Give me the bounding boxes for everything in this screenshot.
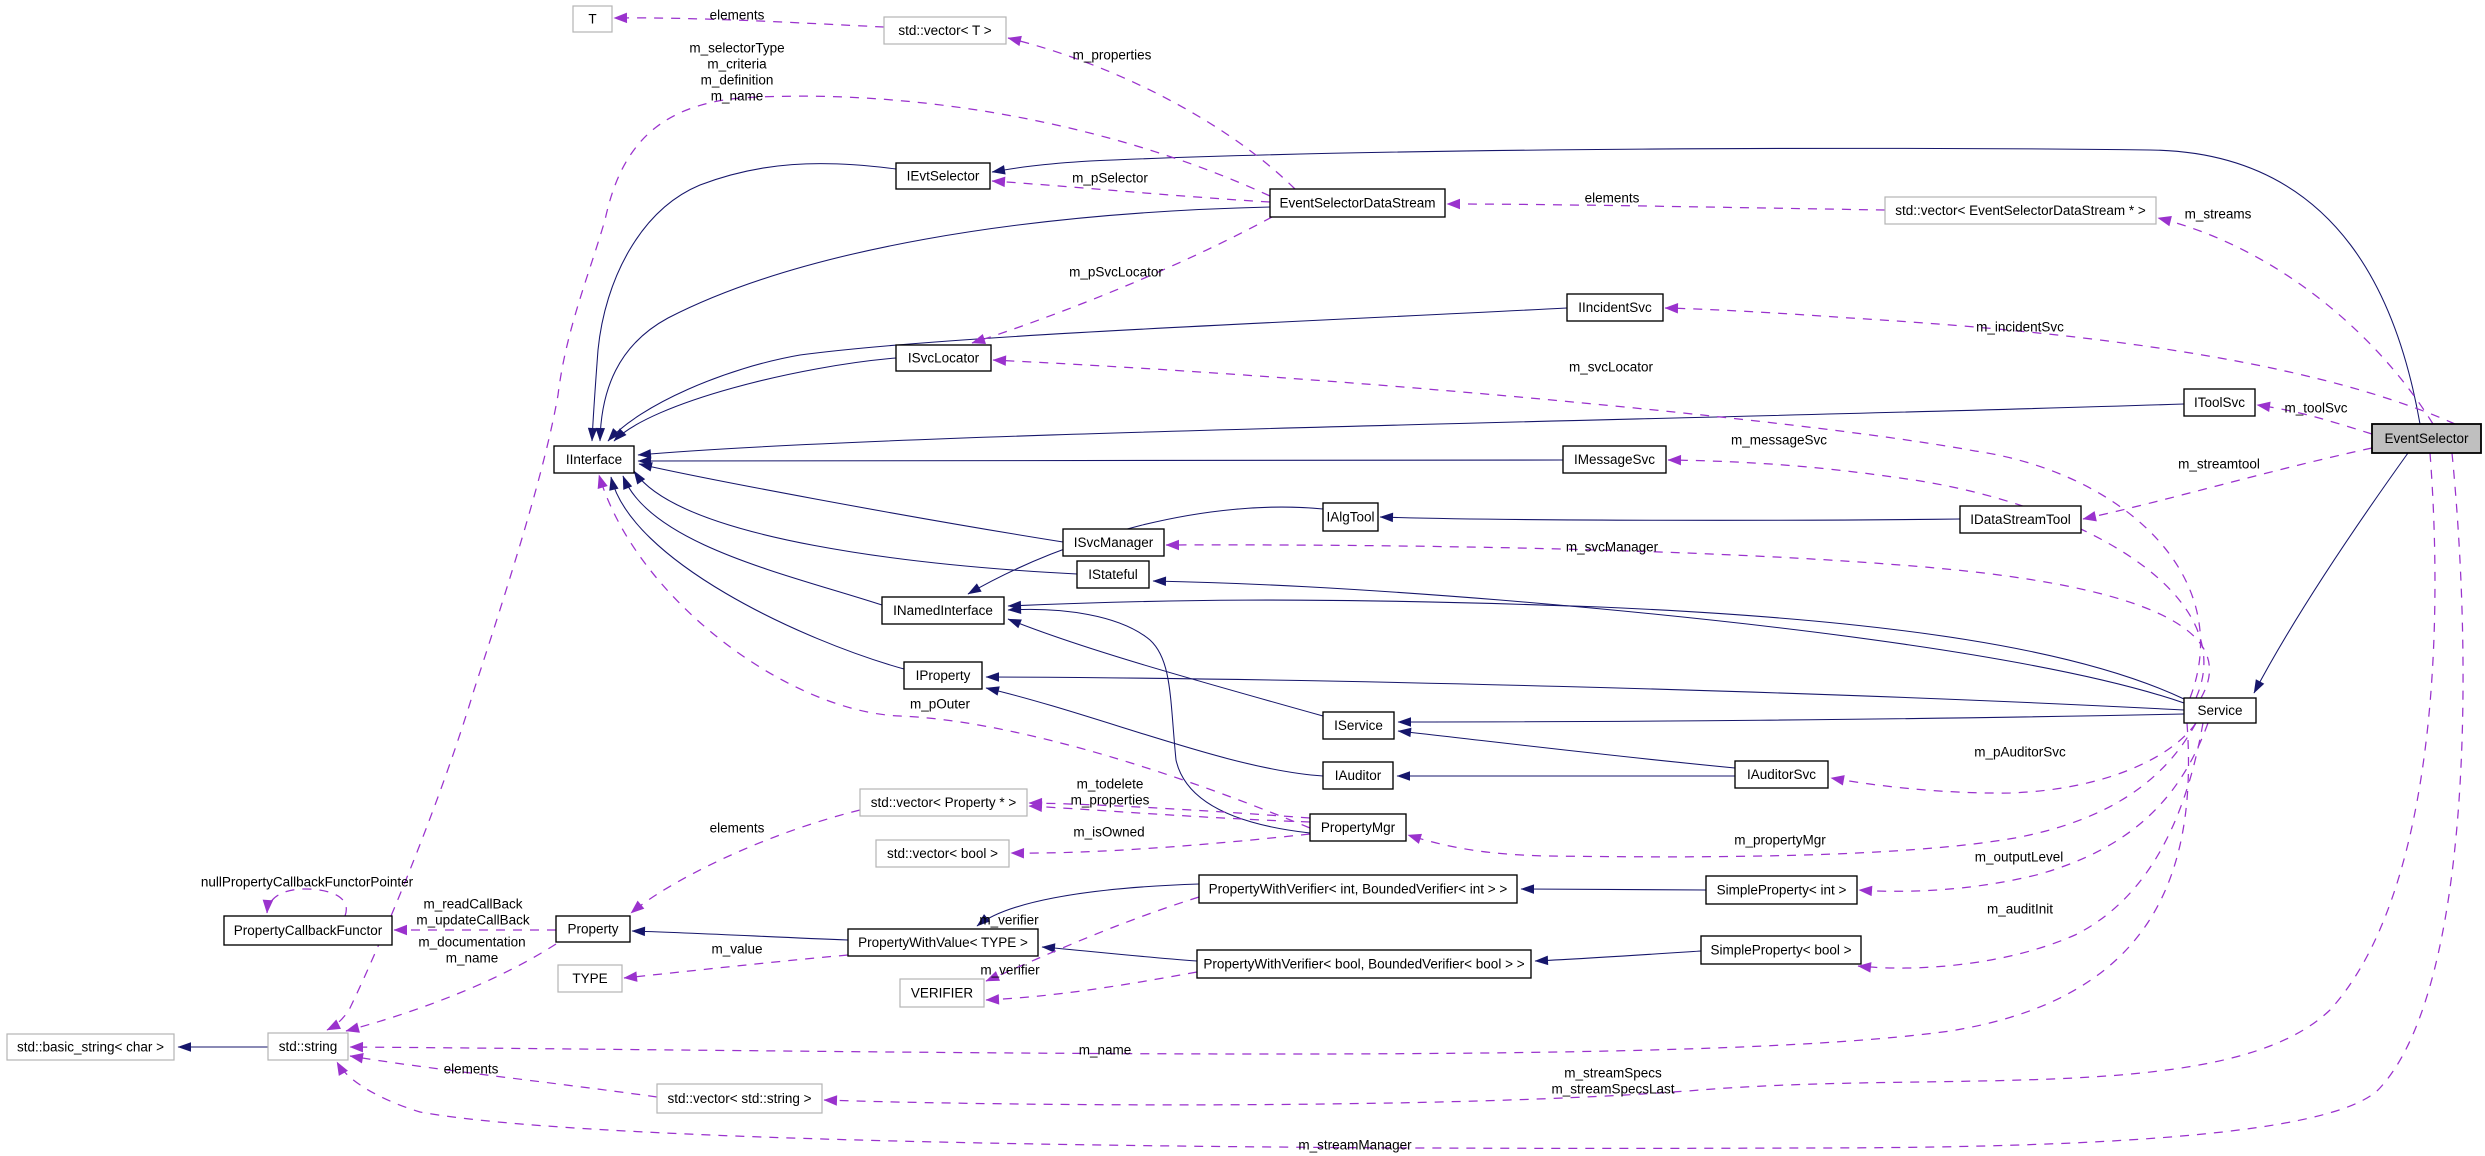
- svg-text:nullPropertyCallbackFunctorPoi: nullPropertyCallbackFunctorPointer: [201, 875, 414, 890]
- svg-text:IAlgTool: IAlgTool: [1326, 510, 1374, 525]
- svg-text:m_name: m_name: [1079, 1043, 1132, 1058]
- svg-text:m_outputLevel: m_outputLevel: [1975, 850, 2064, 865]
- svg-text:PropertyCallbackFunctor: PropertyCallbackFunctor: [234, 923, 383, 938]
- svg-text:std::basic_string< char >: std::basic_string< char >: [17, 1040, 164, 1055]
- svg-text:EventSelectorDataStream: EventSelectorDataStream: [1279, 196, 1435, 211]
- svg-text:std::string: std::string: [279, 1039, 338, 1054]
- svg-text:m_documentation: m_documentation: [418, 935, 525, 950]
- svg-text:IToolSvc: IToolSvc: [2194, 395, 2245, 410]
- svg-text:IAuditorSvc: IAuditorSvc: [1747, 767, 1816, 782]
- svg-text:m_criteria: m_criteria: [707, 57, 767, 72]
- svg-text:T: T: [588, 12, 596, 27]
- svg-text:PropertyWithValue< TYPE >: PropertyWithValue< TYPE >: [858, 935, 1028, 950]
- svg-text:PropertyWithVerifier< int, Bou: PropertyWithVerifier< int, BoundedVerifi…: [1209, 882, 1508, 897]
- svg-text:m_verifier: m_verifier: [980, 963, 1040, 978]
- svg-text:SimpleProperty< int >: SimpleProperty< int >: [1717, 883, 1847, 898]
- svg-text:std::vector< Property * >: std::vector< Property * >: [871, 795, 1017, 810]
- svg-text:m_selectorType: m_selectorType: [689, 41, 784, 56]
- svg-text:IIncidentSvc: IIncidentSvc: [1578, 300, 1652, 315]
- svg-text:PropertyMgr: PropertyMgr: [1321, 820, 1396, 835]
- svg-text:ISvcManager: ISvcManager: [1074, 535, 1154, 550]
- svg-text:m_incidentSvc: m_incidentSvc: [1976, 320, 2064, 335]
- svg-text:m_isOwned: m_isOwned: [1073, 825, 1144, 840]
- svg-text:VERIFIER: VERIFIER: [911, 986, 974, 1001]
- svg-text:m_svcLocator: m_svcLocator: [1569, 360, 1654, 375]
- svg-text:TYPE: TYPE: [572, 971, 607, 986]
- svg-text:elements: elements: [1585, 191, 1640, 206]
- svg-text:m_name: m_name: [711, 89, 764, 104]
- svg-text:m_streamSpecsLast: m_streamSpecsLast: [1551, 1082, 1674, 1097]
- svg-text:m_auditInit: m_auditInit: [1987, 902, 2053, 917]
- svg-text:IProperty: IProperty: [916, 668, 971, 683]
- svg-text:m_streamtool: m_streamtool: [2178, 457, 2260, 472]
- svg-text:elements: elements: [710, 821, 765, 836]
- svg-text:m_svcManager: m_svcManager: [1566, 540, 1659, 555]
- svg-text:m_pSelector: m_pSelector: [1072, 171, 1148, 186]
- svg-text:std::vector< std::string >: std::vector< std::string >: [667, 1091, 811, 1106]
- svg-text:m_propertyMgr: m_propertyMgr: [1734, 833, 1826, 848]
- svg-text:m_streamManager: m_streamManager: [1298, 1138, 1412, 1153]
- svg-text:m_readCallBack: m_readCallBack: [423, 897, 522, 912]
- svg-text:EventSelector: EventSelector: [2384, 431, 2469, 446]
- svg-text:m_pSvcLocator: m_pSvcLocator: [1069, 265, 1163, 280]
- svg-text:IStateful: IStateful: [1088, 567, 1138, 582]
- svg-text:m_definition: m_definition: [701, 73, 774, 88]
- svg-text:std::vector< T >: std::vector< T >: [898, 23, 991, 38]
- svg-text:PropertyWithVerifier< bool, Bo: PropertyWithVerifier< bool, BoundedVerif…: [1203, 957, 1524, 972]
- svg-text:m_streams: m_streams: [2185, 207, 2252, 222]
- svg-text:m_properties: m_properties: [1073, 48, 1152, 63]
- svg-text:elements: elements: [444, 1062, 499, 1077]
- svg-text:m_streamSpecs: m_streamSpecs: [1564, 1066, 1662, 1081]
- svg-text:m_pAuditorSvc: m_pAuditorSvc: [1974, 745, 2066, 760]
- svg-text:m_verifier: m_verifier: [979, 913, 1039, 928]
- svg-text:m_toolSvc: m_toolSvc: [2284, 401, 2347, 416]
- svg-text:m_todelete: m_todelete: [1077, 777, 1144, 792]
- svg-text:std::vector< EventSelectorData: std::vector< EventSelectorDataStream * >: [1895, 203, 2146, 218]
- svg-text:Service: Service: [2197, 703, 2242, 718]
- svg-text:m_updateCallBack: m_updateCallBack: [416, 913, 530, 928]
- svg-text:SimpleProperty< bool >: SimpleProperty< bool >: [1710, 943, 1851, 958]
- svg-text:m_pOuter: m_pOuter: [910, 697, 971, 712]
- svg-text:IMessageSvc: IMessageSvc: [1574, 452, 1655, 467]
- svg-text:IService: IService: [1334, 718, 1383, 733]
- svg-text:IEvtSelector: IEvtSelector: [907, 169, 980, 184]
- svg-text:m_messageSvc: m_messageSvc: [1731, 433, 1827, 448]
- svg-text:IInterface: IInterface: [566, 452, 622, 467]
- svg-text:std::vector< bool >: std::vector< bool >: [887, 846, 998, 861]
- svg-text:m_properties: m_properties: [1071, 793, 1150, 808]
- svg-text:m_value: m_value: [711, 942, 762, 957]
- svg-text:elements: elements: [710, 8, 765, 23]
- svg-text:Property: Property: [567, 922, 618, 937]
- svg-text:IAuditor: IAuditor: [1335, 768, 1382, 783]
- svg-text:INamedInterface: INamedInterface: [893, 603, 993, 618]
- svg-text:m_name: m_name: [446, 951, 499, 966]
- svg-text:IDataStreamTool: IDataStreamTool: [1970, 512, 2071, 527]
- svg-text:ISvcLocator: ISvcLocator: [908, 351, 980, 366]
